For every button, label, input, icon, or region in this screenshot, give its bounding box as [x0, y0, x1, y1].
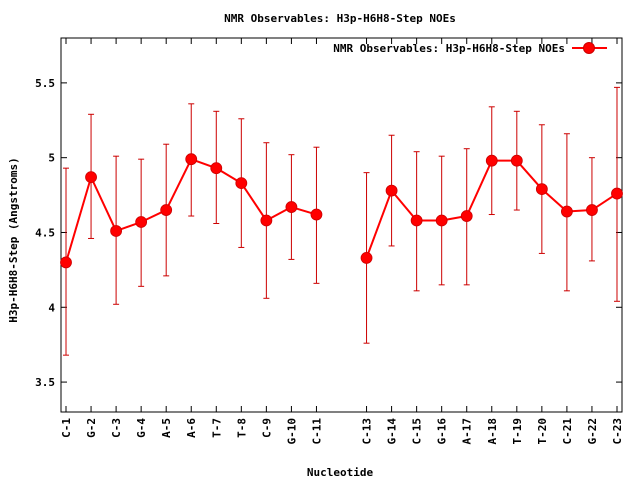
series-line-segment — [240, 182, 268, 222]
data-point — [110, 225, 122, 237]
x-tick-label: C-15 — [411, 418, 424, 445]
data-point — [60, 256, 72, 269]
x-tick-label: G-16 — [436, 418, 449, 445]
series-line-segment — [390, 189, 418, 222]
x-axis-label: Nucleotide — [307, 466, 374, 479]
legend-marker — [583, 42, 595, 54]
series-line-segment — [365, 190, 393, 259]
data-point — [435, 214, 448, 227]
x-tick-label: C-9 — [260, 418, 273, 438]
x-tick-label: T-8 — [235, 418, 248, 438]
series-line-segment — [65, 176, 93, 263]
y-tick-label: 4 — [48, 301, 55, 314]
x-tick-label: G-22 — [586, 418, 599, 445]
chart-title: NMR Observables: H3p-H6H8-Step NOEs — [224, 12, 456, 25]
y-axis-label: H3p-H6H8-Step (Angstroms) — [7, 157, 20, 323]
y-tick-label: 3.5 — [35, 376, 55, 389]
data-point — [586, 204, 598, 216]
y-tick-label: 5 — [48, 152, 55, 165]
x-tick-label: T-19 — [511, 418, 524, 445]
data-point — [410, 214, 423, 227]
data-point — [135, 216, 148, 228]
x-tick-label: C-3 — [110, 418, 123, 438]
data-point — [611, 187, 623, 200]
data-point — [285, 201, 298, 213]
x-tick-label: T-7 — [210, 418, 223, 438]
y-axis-ticks: 3.5 4 4.5 5 5.5 — [35, 77, 622, 389]
series-points — [60, 153, 623, 269]
data-point — [235, 177, 248, 190]
x-tick-label: G-14 — [386, 418, 399, 445]
series-lines — [65, 158, 618, 263]
series-line-segment — [516, 160, 543, 190]
x-tick-label: A-18 — [486, 418, 499, 445]
data-point — [561, 205, 573, 218]
x-tick-label: G-2 — [85, 418, 98, 438]
y-tick-label: 5.5 — [35, 77, 55, 90]
y-tick-label: 4.5 — [35, 226, 55, 239]
plot-frame — [60, 37, 623, 413]
data-point — [535, 183, 548, 195]
x-tick-label: C-11 — [310, 418, 323, 445]
x-tick-label: C-13 — [361, 418, 374, 445]
x-tick-label: T-20 — [536, 418, 549, 445]
series-line-segment — [165, 158, 193, 211]
series-line-segment — [90, 176, 118, 232]
data-point — [460, 210, 473, 222]
data-point — [260, 214, 273, 227]
data-point — [310, 208, 323, 221]
x-tick-label: C-1 — [60, 418, 73, 438]
x-tick-label: G-10 — [285, 418, 298, 445]
legend: NMR Observables: H3p-H6H8-Step NOEs — [333, 42, 607, 55]
legend-label: NMR Observables: H3p-H6H8-Step NOEs — [333, 42, 565, 55]
x-axis-ticks: C-1 G-2 C-3 G-4 A-5 A-6 T-7 T-8 C-9 G-10 C-11 C-13 G… — [60, 38, 624, 445]
data-point — [210, 162, 223, 175]
x-tick-label: G-4 — [135, 418, 148, 438]
x-tick-label: A-5 — [160, 418, 173, 438]
series-line-segment — [465, 160, 493, 217]
data-point — [385, 184, 398, 197]
x-tick-label: C-23 — [611, 418, 624, 445]
data-point — [85, 171, 97, 184]
data-point — [160, 204, 173, 216]
data-point — [185, 153, 198, 166]
data-point — [360, 252, 373, 264]
x-tick-label: A-6 — [185, 418, 198, 438]
x-tick-label: A-17 — [461, 418, 474, 445]
data-point — [485, 154, 498, 167]
x-tick-label: C-21 — [561, 418, 574, 445]
data-point — [510, 154, 523, 167]
